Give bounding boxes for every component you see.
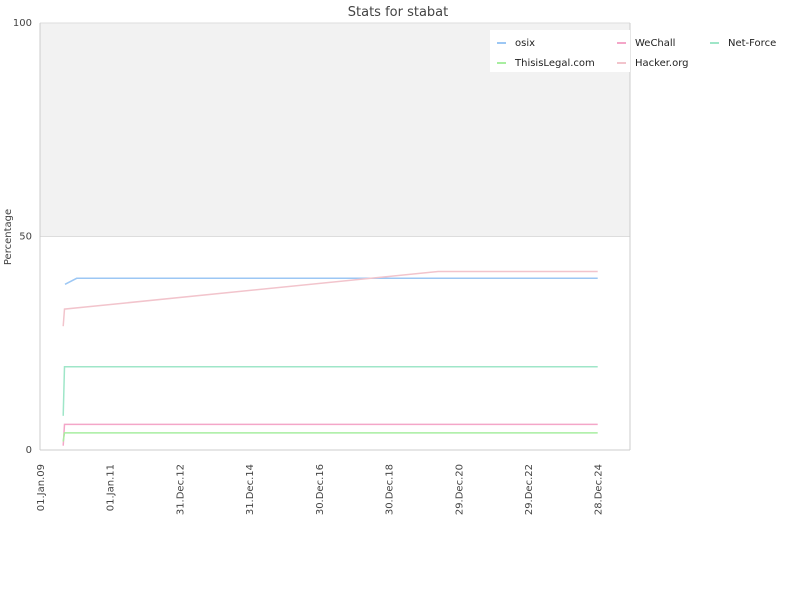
x-tick-label: 28.Dec.24 xyxy=(594,464,605,515)
x-tick-label: 01.Jan.11 xyxy=(106,464,117,511)
legend-label: Net-Force xyxy=(728,38,776,49)
series-line xyxy=(64,277,598,285)
legend-label: ThisisLegal.com xyxy=(514,58,595,69)
series-line xyxy=(62,270,598,327)
x-tick-label: 30.Dec.18 xyxy=(385,464,396,515)
x-tick-label: 31.Dec.14 xyxy=(245,464,256,515)
x-tick-label: 01.Jan.09 xyxy=(36,464,47,511)
x-tick-label: 29.Dec.20 xyxy=(454,464,465,515)
legend-label: Hacker.org xyxy=(635,58,689,69)
x-axis-ticks: 01.Jan.09 01.Jan.11 31.Dec.12 31.Dec.14 30.D… xyxy=(36,464,605,515)
x-tick-label: 31.Dec.12 xyxy=(175,464,186,515)
legend-label: WeChall xyxy=(635,38,675,49)
y-axis-ticks: 0 50 100 xyxy=(13,18,32,456)
series-line xyxy=(62,365,598,416)
plot-border xyxy=(39,23,631,451)
y-tick-label: 50 xyxy=(19,232,32,243)
legend-background xyxy=(490,30,630,72)
series-line xyxy=(62,432,598,442)
y-tick-label: 0 xyxy=(26,445,32,456)
x-tick-label: 30.Dec.16 xyxy=(315,464,326,515)
series-lines xyxy=(62,270,598,446)
legend-label: osix xyxy=(515,38,535,49)
y-axis-label: Percentage xyxy=(3,209,14,265)
y-tick-label: 100 xyxy=(13,18,32,29)
legend: osix WeChall Net-Force ThisisLegal.com Hacke… xyxy=(490,30,776,72)
x-tick-label: 29.Dec.22 xyxy=(524,464,535,515)
chart-title: Stats for stabat xyxy=(348,5,448,20)
